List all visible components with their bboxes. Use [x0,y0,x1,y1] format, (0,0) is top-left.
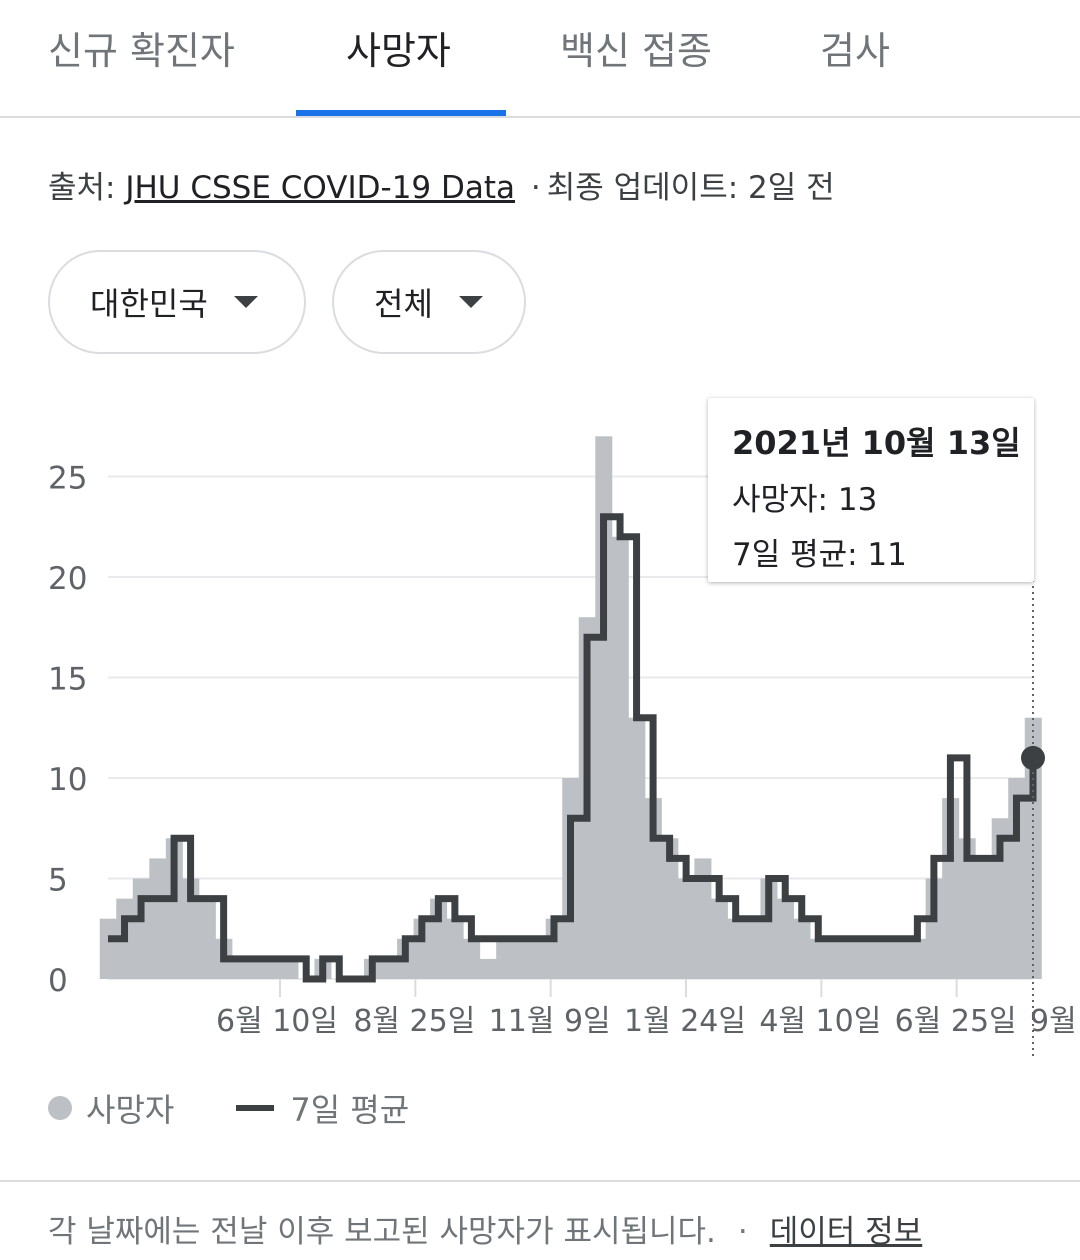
deaths-bar [909,938,927,979]
tab-vaccination[interactable]: 백신 접종 [560,29,712,73]
range-dropdown-label: 전체 [374,285,433,323]
deaths-bar [1008,778,1026,979]
deaths-bar [380,958,398,979]
tab-new-cases[interactable]: 신규 확진자 [48,29,235,73]
y-tick-label: 10 [48,762,87,798]
range-dropdown[interactable]: 전체 [332,250,526,354]
source-line: 출처: JHU CSSE COVID-19 Data · 최종 업데이트: 2일 … [48,162,835,207]
deaths-bar [710,898,728,979]
y-tick-label: 5 [48,863,68,899]
footer-text: 각 날짜에는 전날 이후 보고된 사망자가 표시됩니다. [48,1214,716,1250]
deaths-bar [760,878,778,979]
y-tick-label: 0 [48,963,68,999]
deaths-bar [826,938,844,979]
last-updated: 최종 업데이트: 2일 전 [546,170,835,206]
deaths-bar [644,798,662,979]
deaths-bar [496,938,514,979]
tooltip-average: 7일 평균: 11 [732,537,907,573]
deaths-bar [876,938,894,979]
deaths-bar [694,858,712,979]
source-separator: · [530,170,541,206]
deaths-bar [248,958,266,979]
tab-bar: 신규 확진자 사망자 백신 접종 검사 [0,0,1080,118]
deaths-chart[interactable]: 0 5 10 15 20 25 6월 10일 8월 25일 11월 9일 1월 24일 4월 10… [0,380,1080,1080]
deaths-bar [611,536,629,979]
x-tick-label: 9월 9일 [1030,1004,1080,1039]
footer-separator: · [737,1214,748,1250]
deaths-legend-swatch [48,1096,72,1120]
active-tab-indicator [296,110,506,116]
deaths-legend-label: 사망자 [86,1091,175,1129]
deaths-bar [446,918,464,979]
deaths-bar [132,878,150,979]
deaths-bar [743,918,761,979]
deaths-bar [776,898,794,979]
deaths-bar [463,938,481,979]
average-line [108,513,1037,983]
footer-divider [0,1180,1080,1182]
average-legend-swatch [236,1105,275,1111]
deaths-bar [595,436,613,979]
deaths-bar [925,878,943,979]
deaths-bar [529,938,547,979]
dropdown-arrow-icon [233,296,258,308]
deaths-bar [165,838,183,979]
tooltip-date: 2021년 10월 13일 [732,424,1021,462]
deaths-bar [892,938,910,979]
footer-note: 각 날짜에는 전날 이후 보고된 사망자가 표시됩니다. · 데이터 정보 [48,1206,922,1251]
deaths-bar [264,958,282,979]
deaths-bar [843,938,861,979]
deaths-bar [727,918,745,979]
deaths-bar [810,938,828,979]
y-tick-label: 20 [48,561,87,597]
deaths-bar [479,958,497,979]
x-tick-label: 6월 25일 [895,1004,1017,1039]
chart-legend: 사망자 7일 평균 [48,1086,409,1130]
deaths-bar [793,918,811,979]
deaths-bar [281,958,299,979]
deaths-bar [942,798,960,979]
x-tick-label: 8월 25일 [353,1004,475,1039]
country-dropdown-label: 대한민국 [90,285,208,323]
x-tick-label: 6월 10일 [216,1004,338,1039]
source-prefix: 출처: [48,170,126,206]
deaths-bar [231,958,249,979]
deaths-bar [149,858,167,979]
deaths-bar [677,878,695,979]
x-tick-label: 4월 10일 [759,1004,881,1039]
deaths-bar [975,858,993,979]
tooltip-deaths: 사망자: 13 [732,482,878,518]
source-link[interactable]: JHU CSSE COVID-19 Data [125,170,516,206]
chart-tooltip: 2021년 10월 13일 사망자: 13 7일 평균: 11 [708,398,1034,582]
country-dropdown[interactable]: 대한민국 [48,250,306,354]
tab-deaths[interactable]: 사망자 [346,29,451,73]
hover-marker [1021,745,1045,770]
y-tick-label: 25 [48,461,87,497]
y-tick-label: 15 [48,662,87,698]
deaths-bar [182,878,200,979]
deaths-bar [958,838,976,979]
dropdown-arrow-icon [458,296,483,308]
deaths-bar [512,938,530,979]
deaths-bar [661,838,679,979]
x-tick-label: 1월 24일 [624,1004,746,1039]
data-info-link[interactable]: 데이터 정보 [769,1214,923,1250]
average-legend-label: 7일 평균 [290,1091,410,1129]
deaths-bar [628,717,646,979]
deaths-bar [413,918,431,979]
deaths-bar [859,938,877,979]
deaths-bar [1024,717,1042,979]
x-tick-label: 11월 9일 [489,1004,611,1039]
deaths-bar [99,918,117,979]
deaths-bar [198,898,216,979]
deaths-bar [545,918,563,979]
tab-testing[interactable]: 검사 [820,29,890,73]
